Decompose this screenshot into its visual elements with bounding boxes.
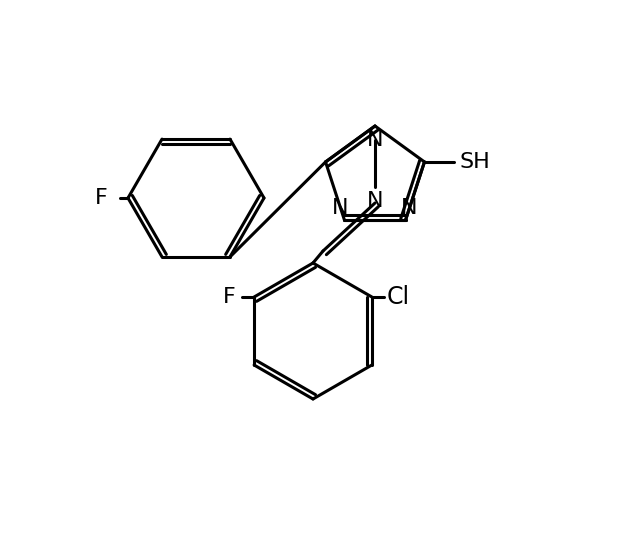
Text: F: F <box>95 188 108 208</box>
Text: SH: SH <box>460 152 490 172</box>
Text: Cl: Cl <box>387 285 410 309</box>
Text: N: N <box>401 198 418 218</box>
Text: N: N <box>332 198 349 218</box>
Text: N: N <box>367 191 383 211</box>
Text: F: F <box>223 287 236 307</box>
Text: N: N <box>367 130 383 150</box>
